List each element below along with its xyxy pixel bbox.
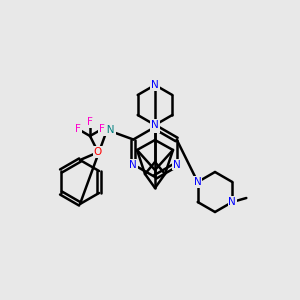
Text: F: F bbox=[87, 117, 93, 127]
Text: O: O bbox=[94, 147, 102, 157]
Text: N: N bbox=[173, 160, 181, 170]
Text: F: F bbox=[99, 124, 105, 134]
Text: N: N bbox=[194, 177, 202, 187]
Text: N: N bbox=[151, 122, 159, 132]
Text: N: N bbox=[228, 197, 236, 207]
Text: HN: HN bbox=[99, 125, 115, 135]
Text: N: N bbox=[130, 160, 137, 170]
Text: N: N bbox=[151, 120, 159, 130]
Text: F: F bbox=[75, 124, 81, 134]
Text: N: N bbox=[151, 80, 159, 90]
